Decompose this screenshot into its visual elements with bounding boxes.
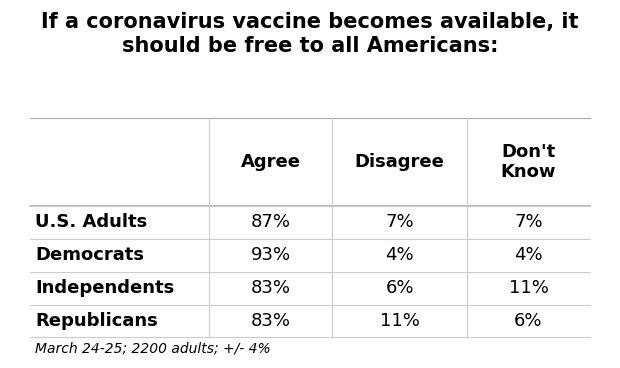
Text: Don't
Know: Don't Know: [501, 143, 556, 181]
Text: 6%: 6%: [514, 312, 542, 330]
Text: 4%: 4%: [385, 246, 414, 264]
Text: 4%: 4%: [514, 246, 542, 264]
Text: Disagree: Disagree: [355, 153, 445, 171]
Text: March 24-25; 2200 adults; +/- 4%: March 24-25; 2200 adults; +/- 4%: [35, 342, 271, 355]
Text: 93%: 93%: [250, 246, 291, 264]
Text: 6%: 6%: [386, 279, 414, 297]
Text: 11%: 11%: [379, 312, 420, 330]
Text: Independents: Independents: [35, 279, 175, 297]
Text: 83%: 83%: [250, 279, 291, 297]
Text: 7%: 7%: [514, 213, 542, 231]
Text: 87%: 87%: [250, 213, 291, 231]
Text: If a coronavirus vaccine becomes available, it
should be free to all Americans:: If a coronavirus vaccine becomes availab…: [42, 13, 578, 56]
Text: U.S. Adults: U.S. Adults: [35, 213, 148, 231]
Text: 11%: 11%: [508, 279, 549, 297]
Text: 7%: 7%: [385, 213, 414, 231]
Text: Democrats: Democrats: [35, 246, 144, 264]
Text: Agree: Agree: [241, 153, 301, 171]
Text: Republicans: Republicans: [35, 312, 158, 330]
Text: 83%: 83%: [250, 312, 291, 330]
